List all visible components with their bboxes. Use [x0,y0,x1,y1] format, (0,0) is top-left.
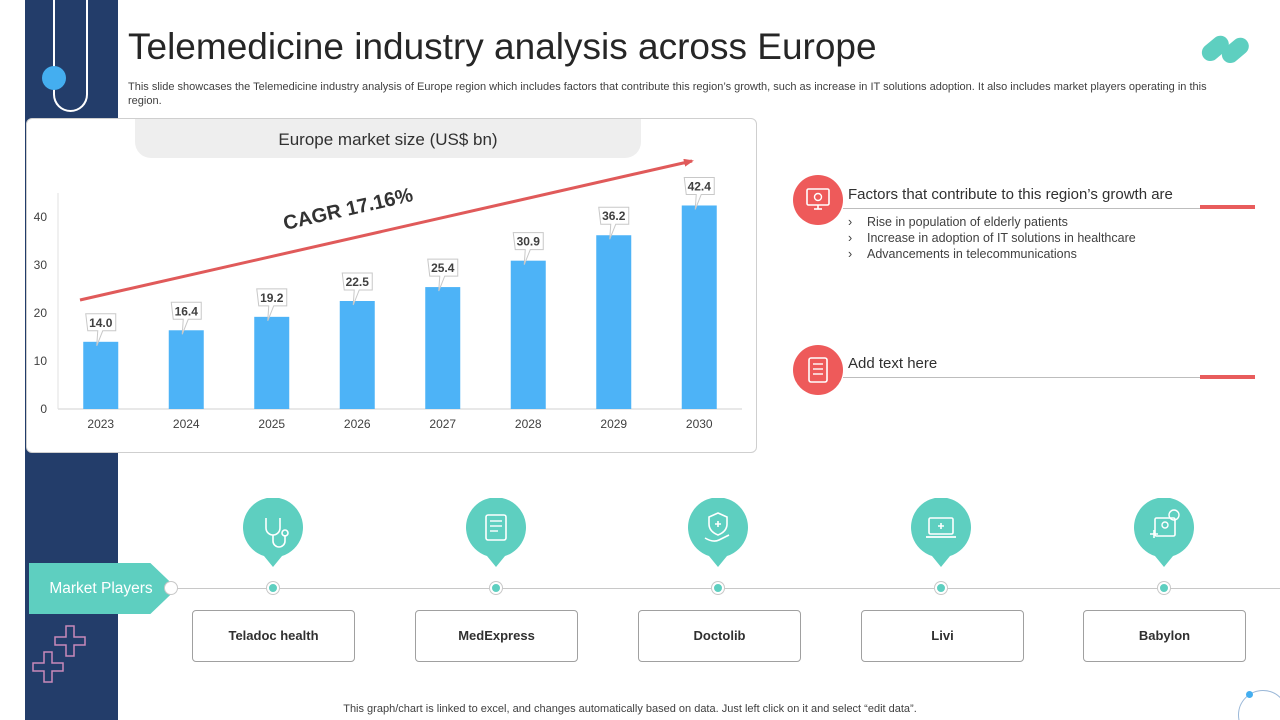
x-tick-label: 2028 [515,417,542,431]
prescription-icon [466,498,526,567]
accent-bar [1200,375,1255,379]
decorative-dot [42,66,66,90]
x-tick-label: 2029 [600,417,627,431]
data-label: 36.2 [602,209,626,223]
y-tick-label: 30 [34,258,48,272]
footnote: This graph/chart is linked to excel, and… [343,703,917,715]
x-tick-label: 2025 [258,417,285,431]
accent-bar [1200,205,1255,209]
data-label: 42.4 [688,179,712,193]
bar [510,260,546,409]
laptop-medical-icon [911,498,971,567]
market-players-banner [29,563,177,614]
cagr-arrow [79,158,694,302]
x-tick-label: 2030 [686,417,713,431]
data-label: 22.5 [346,275,370,289]
plus-decoration-icon [32,625,86,683]
y-tick-label: 0 [40,402,47,416]
pill-logo-icon [1201,35,1249,64]
data-label: 30.9 [517,235,541,249]
data-label-callout [256,288,288,322]
data-label-callout [683,176,715,210]
timeline-dot [712,582,724,594]
data-label-callout [85,313,117,346]
bar [596,235,632,409]
bar [339,301,375,409]
factor-heading-growth: Factors that contribute to this region’s… [848,186,1173,203]
page-title: Telemedicine industry analysis across Eu… [128,26,877,67]
list-item: › Increase in adoption of IT solutions in… [848,231,1136,245]
corner-dot [1246,691,1253,698]
document-checklist-icon [793,345,843,395]
page-subtitle: This slide showcases the Telemedicine in… [128,81,1207,107]
timeline-dot [490,582,502,594]
chart-title-background [135,119,641,158]
timeline-dot [267,582,279,594]
y-tick-label: 10 [34,354,48,368]
x-tick-label: 2026 [344,417,371,431]
timeline-start-dot [165,582,177,594]
bar [168,330,204,409]
data-label-callout [427,258,459,292]
bar [681,205,717,409]
timeline-line [170,588,1280,589]
data-label-callout [170,301,202,335]
data-label: 14.0 [89,316,113,330]
growth-factor-list: › Rise in population of elderly patients … [848,214,1136,262]
bar [254,316,290,409]
y-tick-label: 20 [34,306,48,320]
market-players-label: Market Players [49,580,153,597]
player-medexpress: MedExpress [415,610,578,662]
timeline-dot [935,582,947,594]
player-doctolib: Doctolib [638,610,801,662]
x-tick-label: 2027 [429,417,456,431]
decorative-hook [53,0,88,112]
chart-title: Europe market size (US$ bn) [278,130,498,149]
timeline-dot [1158,582,1170,594]
x-tick-label: 2024 [173,417,200,431]
data-label-callout [512,232,544,265]
player-livi: Livi [861,610,1024,662]
list-item: › Advancements in telecommunications [848,247,1077,261]
video-consult-icon [1134,498,1194,567]
factor-heading-placeholder: Add text here [848,355,938,372]
player-teladoc-health: Teladoc health [192,610,355,662]
list-item: › Rise in population of elderly patients [848,215,1068,229]
stethoscope-icon [243,498,303,567]
monitor-gear-icon [793,175,843,225]
corner-decoration [1238,690,1280,720]
bar [83,341,119,409]
data-label-callout [598,206,630,240]
divider [843,377,1200,378]
data-label: 19.2 [260,291,284,305]
data-label-callout [341,272,373,306]
data-label: 25.4 [431,261,455,275]
x-tick-label: 2023 [87,417,114,431]
y-tick-label: 40 [34,210,48,224]
medical-shield-hand-icon [688,498,748,567]
divider [843,208,1200,209]
player-babylon: Babylon [1083,610,1246,662]
bar [425,287,461,409]
data-label: 16.4 [175,304,199,318]
